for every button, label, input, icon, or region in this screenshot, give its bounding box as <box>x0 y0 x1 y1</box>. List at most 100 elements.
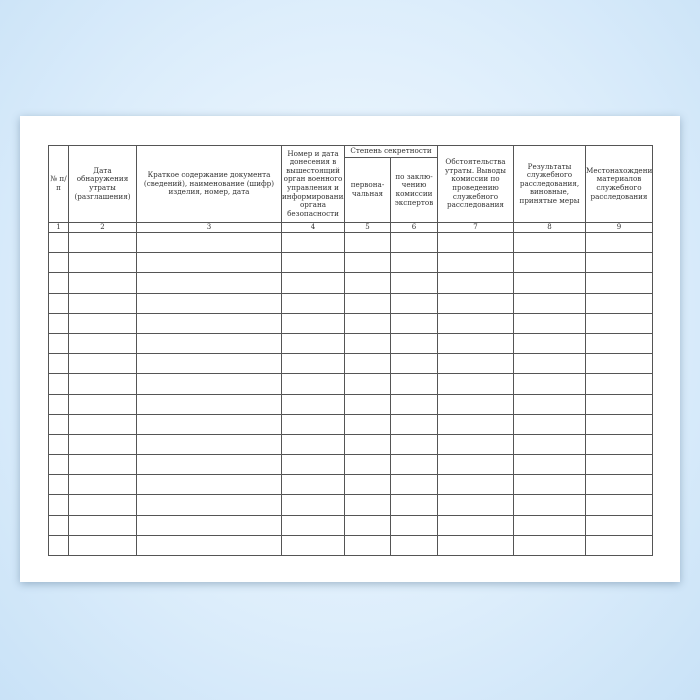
table-cell <box>281 272 345 294</box>
table-cell <box>344 413 391 435</box>
table-cell <box>136 433 282 456</box>
table-cell <box>390 454 438 476</box>
table-cell <box>513 373 586 395</box>
table-cell <box>281 433 345 456</box>
header-content: Краткое содержание документа (сведений),… <box>136 145 282 223</box>
table-cell <box>48 353 69 375</box>
table-cell <box>390 353 438 375</box>
table-row <box>48 231 653 254</box>
table-cell <box>136 534 282 557</box>
table-cell <box>513 474 586 496</box>
table-cell <box>136 474 282 496</box>
table-cell <box>68 393 137 415</box>
table-cell <box>585 534 653 557</box>
table-cell <box>390 474 438 496</box>
table-cell <box>437 393 514 415</box>
header-circumstances: Обстоятельства утраты. Выводы комиссии п… <box>437 145 514 223</box>
column-number: 9 <box>585 222 653 233</box>
table-cell <box>48 433 69 456</box>
table-cell <box>390 231 438 254</box>
table-cell <box>68 373 137 395</box>
table-cell <box>281 474 345 496</box>
table-cell <box>390 413 438 435</box>
table-cell <box>390 514 438 536</box>
table-cell <box>437 231 514 254</box>
table-cell <box>136 514 282 536</box>
table-cell <box>48 393 69 415</box>
table-cell <box>390 252 438 274</box>
table-cell <box>68 433 137 456</box>
table-cell <box>585 413 653 435</box>
loss-register-table: № п/п Дата обнаружения утраты (разглашен… <box>48 145 653 557</box>
column-number: 2 <box>68 222 137 233</box>
table-cell <box>437 252 514 274</box>
table-cell <box>513 252 586 274</box>
table-row <box>48 393 653 415</box>
table-cell <box>48 252 69 274</box>
table-row <box>48 373 653 395</box>
table-cell <box>437 514 514 536</box>
column-number: 1 <box>48 222 69 233</box>
table-cell <box>390 373 438 395</box>
table-row <box>48 312 653 334</box>
table-cell <box>68 332 137 355</box>
column-number: 8 <box>513 222 586 233</box>
table-cell <box>136 272 282 294</box>
table-cell <box>136 494 282 516</box>
table-row <box>48 332 653 355</box>
table-cell <box>344 373 391 395</box>
column-number: 6 <box>390 222 438 233</box>
table-cell <box>68 292 137 314</box>
table-cell <box>513 413 586 435</box>
table-cell <box>68 312 137 334</box>
table-cell <box>344 353 391 375</box>
table-cell <box>437 433 514 456</box>
table-cell <box>437 353 514 375</box>
table-cell <box>48 312 69 334</box>
table-cell <box>437 272 514 294</box>
column-number: 3 <box>136 222 282 233</box>
table-cell <box>437 494 514 516</box>
table-cell <box>585 312 653 334</box>
table-cell <box>281 353 345 375</box>
header-location: Местонахождение материалов служебного ра… <box>585 145 653 223</box>
header-number: № п/п <box>48 145 69 223</box>
table-cell <box>344 454 391 476</box>
column-number: 5 <box>344 222 391 233</box>
table-cell <box>281 413 345 435</box>
table-cell <box>344 494 391 516</box>
table-row <box>48 474 653 496</box>
table-cell <box>344 393 391 415</box>
table-cell <box>585 454 653 476</box>
table-cell <box>281 373 345 395</box>
table-cell <box>437 474 514 496</box>
table-cell <box>344 474 391 496</box>
header-report: Номер и дата донесения в вышестоящий орг… <box>281 145 345 223</box>
table-cell <box>68 413 137 435</box>
table-cell <box>136 393 282 415</box>
table-cell <box>390 332 438 355</box>
table-cell <box>281 292 345 314</box>
table-cell <box>68 534 137 557</box>
table-cell <box>281 494 345 516</box>
table-cell <box>344 332 391 355</box>
table-cell <box>136 353 282 375</box>
table-cell <box>390 393 438 415</box>
header-secrecy: Степень секретности <box>344 145 438 158</box>
table-cell <box>437 534 514 557</box>
table-cell <box>68 514 137 536</box>
table-cell <box>344 292 391 314</box>
table-cell <box>513 393 586 415</box>
table-cell <box>513 433 586 456</box>
table-cell <box>344 231 391 254</box>
table-cell <box>281 252 345 274</box>
table-cell <box>390 312 438 334</box>
table-cell <box>48 272 69 294</box>
table-cell <box>48 494 69 516</box>
table-cell <box>281 514 345 536</box>
table-cell <box>513 332 586 355</box>
table-row <box>48 534 653 557</box>
table-cell <box>48 454 69 476</box>
table-cell <box>344 534 391 557</box>
table-cell <box>513 231 586 254</box>
